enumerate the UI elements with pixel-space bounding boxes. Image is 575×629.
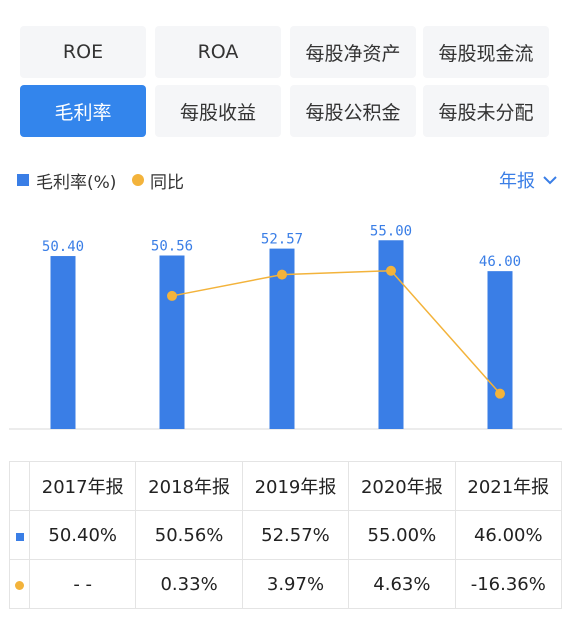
chevron-down-icon (543, 176, 557, 185)
tab-cash-flow-per-share[interactable]: 每股现金流 (423, 26, 549, 78)
table-cell: 4.63% (348, 559, 456, 609)
bar-value-label: 52.57 (261, 232, 303, 248)
table-cell: 3.97% (241, 559, 350, 609)
tab-net-assets-per-share[interactable]: 每股净资产 (290, 26, 416, 78)
tab-undistributed-per-share[interactable]: 每股未分配 (423, 85, 549, 137)
table-row-gross-margin: 50.40% 50.56% 52.57% 55.00% 46.00% (9, 510, 563, 560)
bar-value-label: 50.56 (151, 239, 193, 255)
table-header-row: 2017年报 2018年报 2019年报 2020年报 2021年报 (9, 461, 563, 511)
bar-2017年报 (50, 256, 76, 429)
bar-2021年报 (487, 271, 513, 429)
table-cell: 0.33% (135, 559, 243, 609)
legend-line-label: 同比 (150, 172, 184, 193)
yoy-point-2019年报 (277, 269, 287, 280)
indicator-tabs: ROE ROA 每股净资产 每股现金流 毛利率 每股收益 每股公积金 每股未分配 (20, 26, 552, 137)
line-marker-icon (15, 580, 24, 590)
table-header-2017: 2017年报 (28, 461, 137, 511)
table-cell: 52.57% (241, 510, 350, 560)
table-header-2021: 2021年报 (454, 461, 563, 511)
yoy-line (171, 269, 501, 395)
table-header-2020: 2020年报 (348, 461, 456, 511)
tab-gross-margin[interactable]: 毛利率 (20, 85, 146, 137)
period-label: 年报 (499, 171, 535, 192)
legend-bar-item: 毛利率(%) (17, 164, 116, 196)
bar-swatch-icon (17, 174, 29, 186)
bar-marker-icon (15, 532, 24, 541)
row-marker-cell (9, 510, 30, 560)
gross-margin-chart: 50.40 50.56 52.57 55.00 46.00 (9, 223, 562, 430)
table-cell: 50.56% (135, 510, 243, 560)
chart-legend: 毛利率(%) 同比 年报 (17, 164, 557, 196)
bar-value-label: 50.40 (42, 239, 84, 255)
legend-bar-label: 毛利率(%) (36, 172, 117, 193)
table-header-2019: 2019年报 (241, 461, 350, 511)
data-table: 2017年报 2018年报 2019年报 2020年报 2021年报 50.40… (9, 461, 563, 609)
table-corner-cell (9, 461, 30, 511)
table-cell: 50.40% (28, 510, 137, 560)
bar-value-label: 55.00 (370, 223, 412, 239)
legend-line-item: 同比 (132, 164, 184, 196)
tab-eps[interactable]: 每股收益 (155, 85, 281, 137)
yoy-point-2018年报 (167, 290, 177, 301)
table-cell: 46.00% (454, 510, 563, 560)
table-header-2018: 2018年报 (135, 461, 243, 511)
row-marker-cell (9, 559, 30, 609)
tab-roa[interactable]: ROA (155, 26, 281, 78)
yoy-point-2020年报 (386, 265, 396, 276)
tab-reserve-per-share[interactable]: 每股公积金 (290, 85, 416, 137)
period-selector[interactable]: 年报 (499, 164, 557, 196)
table-cell: 55.00% (348, 510, 456, 560)
table-cell: - - (28, 559, 137, 609)
yoy-point-2021年报 (495, 388, 505, 399)
tab-roe[interactable]: ROE (20, 26, 146, 78)
table-row-yoy: - - 0.33% 3.97% 4.63% -16.36% (9, 559, 563, 609)
line-swatch-icon (132, 174, 144, 186)
bar-value-label: 46.00 (479, 254, 521, 270)
bar-2018年报 (159, 255, 185, 429)
table-cell: -16.36% (454, 559, 563, 609)
